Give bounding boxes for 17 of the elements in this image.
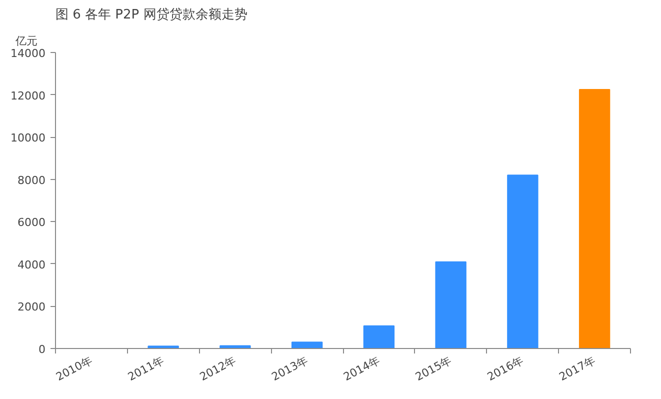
bar (435, 261, 466, 348)
bar (578, 89, 610, 348)
bar (507, 174, 538, 348)
y-tick-label: 10000 (10, 132, 46, 145)
y-tick-label: 14000 (10, 47, 46, 60)
y-tick-label: 6000 (18, 216, 46, 230)
chart-title: 图 6 各年 P2P 网贷贷款余额走势 (56, 8, 248, 22)
bar (291, 342, 323, 348)
y-axis-title: 亿元 (14, 34, 38, 48)
y-tick-label: 4000 (18, 258, 46, 272)
y-tick-label: 8000 (18, 174, 46, 187)
y-tick-label: 2000 (18, 300, 46, 314)
y-tick-label: 0 (38, 343, 46, 356)
x-tick-label: 2011年 (126, 354, 166, 384)
y-tick-label: 12000 (10, 89, 46, 102)
bar (148, 346, 179, 348)
bar (363, 325, 395, 348)
